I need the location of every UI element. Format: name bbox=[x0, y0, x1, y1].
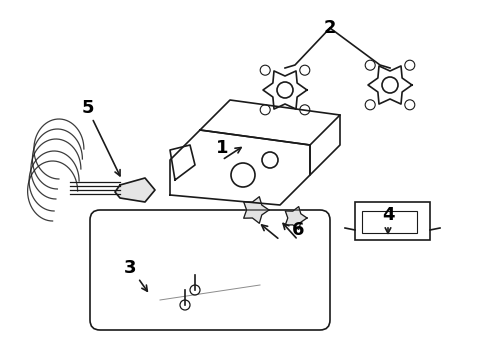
Text: 2: 2 bbox=[324, 19, 336, 37]
Bar bbox=[362, 211, 417, 233]
Text: 6: 6 bbox=[292, 221, 304, 239]
Polygon shape bbox=[115, 178, 155, 202]
Polygon shape bbox=[285, 207, 307, 229]
Text: 4: 4 bbox=[382, 206, 394, 224]
Bar bbox=[355, 202, 430, 240]
Text: 1: 1 bbox=[216, 139, 228, 157]
Polygon shape bbox=[244, 197, 269, 223]
Text: 5: 5 bbox=[82, 99, 94, 117]
Text: 3: 3 bbox=[124, 259, 136, 277]
